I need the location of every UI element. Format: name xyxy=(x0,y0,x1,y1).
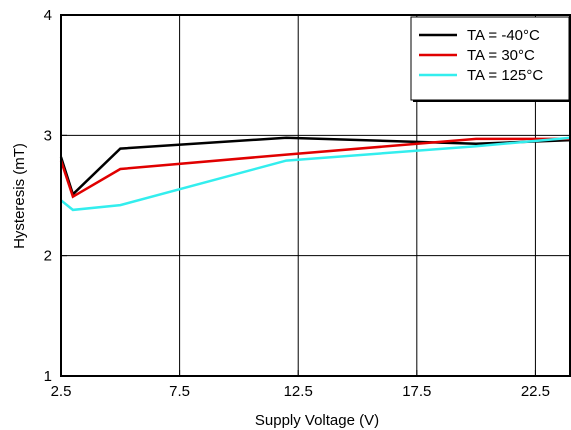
series-line-1 xyxy=(59,136,571,197)
series-line-2 xyxy=(59,137,571,199)
y-tick-label: 4 xyxy=(44,7,52,24)
y-tick-label: 2 xyxy=(44,248,52,265)
x-axis-label: Supply Voltage (V) xyxy=(255,412,379,429)
series-line-3 xyxy=(60,136,571,212)
legend-label: TA = 30°C xyxy=(467,47,535,64)
x-tick-label: 7.5 xyxy=(169,383,190,400)
legend-label: TA = -40°C xyxy=(467,27,540,44)
y-axis-label: Hysteresis (mT) xyxy=(11,143,28,249)
x-tick-labels: 2.5 7.5 12.5 17.5 22.5 xyxy=(51,383,550,400)
legend: TA = -40°C TA = 30°C TA = 125°C xyxy=(410,16,571,102)
x-tick-label: 2.5 xyxy=(51,383,72,400)
x-tick-label: 22.5 xyxy=(521,383,550,400)
y-tick-label: 3 xyxy=(44,127,52,144)
legend-label: TA = 125°C xyxy=(467,67,543,84)
legend-box xyxy=(410,16,570,101)
plot-frame xyxy=(60,14,571,377)
y-tick-labels: 1 2 3 4 xyxy=(44,7,52,385)
axis-ticks xyxy=(60,14,536,377)
x-tick-label: 12.5 xyxy=(284,383,313,400)
series-lines xyxy=(59,136,571,212)
y-tick-label: 1 xyxy=(44,368,52,385)
x-tick-label: 17.5 xyxy=(402,383,431,400)
